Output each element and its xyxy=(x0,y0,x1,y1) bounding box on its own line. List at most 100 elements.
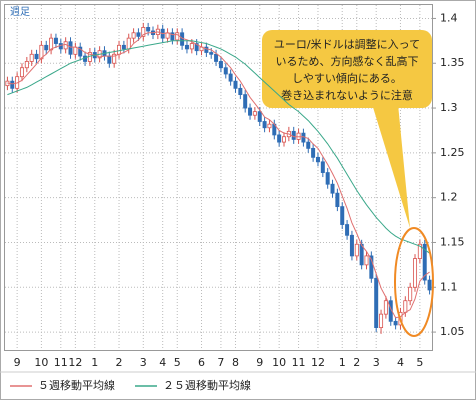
candle-body xyxy=(170,32,175,41)
x-tick-label: 5 xyxy=(174,356,181,369)
candle-body xyxy=(364,255,369,266)
candle-body xyxy=(189,43,194,50)
y-tick-label: 1.35 xyxy=(440,56,465,69)
y-tick-label: 1.1 xyxy=(440,280,458,293)
candle-body xyxy=(330,183,335,194)
callout-box xyxy=(262,30,432,108)
candle-body xyxy=(248,107,253,116)
candle-body xyxy=(141,27,146,37)
candle-body xyxy=(233,80,238,89)
callout: ユーロ/米ドルは調整に入って いるため、方向感なく乱高下 しやすい傾向にある。 … xyxy=(262,30,432,228)
x-tick-label: 10 xyxy=(34,356,48,369)
x-tick-label: 12 xyxy=(311,356,325,369)
callout-text: いるため、方向感なく乱高下 xyxy=(276,54,419,68)
candle-body xyxy=(117,44,122,55)
x-tick-label: 11 xyxy=(292,356,306,369)
candle-body xyxy=(209,52,214,55)
x-tick-label: 2 xyxy=(353,356,360,369)
candle-body xyxy=(218,61,223,69)
candle-body xyxy=(335,192,340,208)
candle-body xyxy=(44,44,49,51)
candle-body xyxy=(24,61,29,69)
x-tick-label: 9 xyxy=(256,356,263,369)
candle-body xyxy=(340,206,345,225)
x-tick-label: 5 xyxy=(416,356,423,369)
candle-body xyxy=(131,32,136,39)
candle-body xyxy=(73,46,78,55)
candle-body xyxy=(19,67,24,78)
candle-body xyxy=(306,141,311,149)
candle-body xyxy=(223,67,228,75)
candle-body xyxy=(311,147,316,158)
candle-body xyxy=(238,87,243,96)
x-tick-label: 10 xyxy=(272,356,286,369)
highlight-ellipse xyxy=(394,227,434,337)
candle-body xyxy=(10,80,15,89)
candle-body xyxy=(291,130,296,140)
y-tick-label: 1.25 xyxy=(440,146,465,159)
candle-body xyxy=(354,243,359,257)
moving-average-line xyxy=(7,40,430,254)
callout-pointer xyxy=(372,104,410,228)
candle-body xyxy=(413,258,418,288)
candle-body xyxy=(403,300,408,313)
y-tick-label: 1.4 xyxy=(440,11,458,24)
candle-body xyxy=(146,27,151,32)
candle-body xyxy=(175,32,180,41)
candle-body xyxy=(422,243,427,281)
candle-body xyxy=(136,32,141,37)
candle-body xyxy=(112,53,117,64)
candle-body xyxy=(126,37,131,50)
x-tick-label: 2 xyxy=(116,356,123,369)
candle-body xyxy=(267,123,272,129)
candle-body xyxy=(320,161,325,173)
y-tick-label: 1.05 xyxy=(440,325,465,338)
period-label: 週足 xyxy=(10,6,30,18)
candle-body xyxy=(214,53,219,62)
candle-body xyxy=(257,111,262,122)
x-tick-label: 4 xyxy=(397,356,404,369)
candle-body xyxy=(345,224,350,236)
candle-body xyxy=(34,53,39,60)
candle-body xyxy=(408,286,413,302)
candle-body xyxy=(184,44,189,50)
x-tick-label: 1 xyxy=(339,356,346,369)
candle-body xyxy=(383,300,388,315)
y-tick-label: 1.3 xyxy=(440,101,458,114)
y-tick-label: 1.15 xyxy=(440,235,465,248)
candle-body xyxy=(29,53,34,62)
candle-body xyxy=(374,277,379,328)
candle-body xyxy=(349,234,354,257)
candle-body xyxy=(204,46,209,53)
candle-body xyxy=(243,94,248,109)
candle-body xyxy=(39,44,44,60)
callout-text: ユーロ/米ドルは調整に入って xyxy=(274,37,420,51)
callout-text: 巻き込まれないように注意 xyxy=(281,88,413,102)
candle-body xyxy=(427,279,432,291)
candle-body xyxy=(379,313,384,328)
candle-body xyxy=(68,41,73,55)
candle-body xyxy=(325,172,330,185)
x-tick-label: 9 xyxy=(14,356,21,369)
candle-body xyxy=(121,44,126,50)
x-tick-label: 3 xyxy=(140,356,147,369)
candle-body xyxy=(315,156,320,163)
candle-body xyxy=(53,37,58,44)
candle-body xyxy=(252,111,257,116)
candle-body xyxy=(107,55,112,64)
candle-body xyxy=(393,320,398,326)
y-tick-label: 1.2 xyxy=(440,191,458,204)
x-tick-label: 8 xyxy=(232,356,239,369)
x-tick-label: 4 xyxy=(159,356,166,369)
x-tick-label: 11 xyxy=(54,356,68,369)
candle-body xyxy=(369,255,374,279)
candle-body xyxy=(417,243,422,259)
candle-body xyxy=(282,136,287,143)
candle-body xyxy=(262,121,267,129)
x-tick-label: 6 xyxy=(198,356,205,369)
candle-body xyxy=(49,37,54,51)
candle-body xyxy=(194,43,199,52)
legend-label: ２５週移動平均線 xyxy=(163,378,251,392)
overlay xyxy=(7,31,430,319)
